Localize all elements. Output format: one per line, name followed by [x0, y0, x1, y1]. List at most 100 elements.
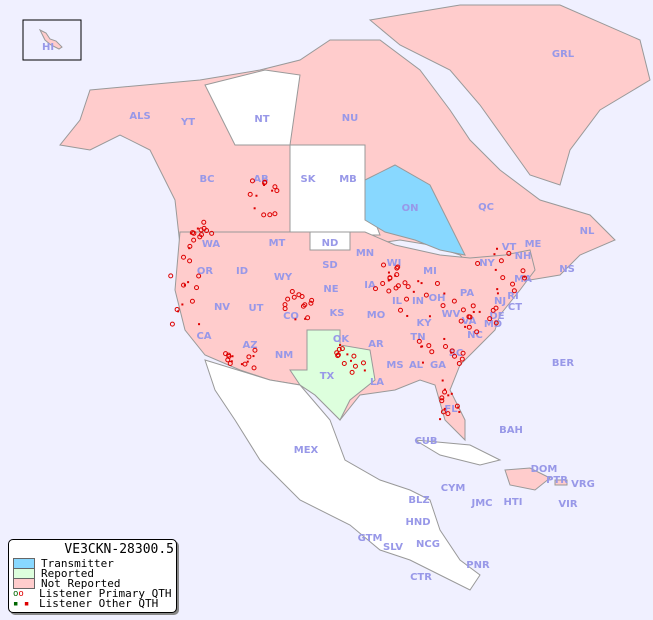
listener-primary-qth [181, 254, 187, 260]
region-label-ut: UT [249, 303, 264, 314]
region-label-sc: SC [449, 348, 464, 359]
region-label-grl: GRL [552, 49, 575, 60]
circle-marker-icon: oo [13, 588, 24, 599]
land-mexico-central-america [204, 359, 481, 591]
listener-primary-qth [169, 321, 175, 327]
listener-primary-qth [416, 338, 422, 344]
region-label-tx: TX [320, 371, 335, 382]
region-label-mb: MB [339, 174, 357, 185]
legend-other-qth: ▪ ▪ Listener Other QTH [13, 598, 158, 609]
listener-primary-qth [196, 273, 202, 279]
land-puerto-rico [554, 479, 568, 486]
region-label-ca: CA [196, 331, 211, 342]
listener-other-qth [363, 369, 366, 372]
region-label-vt: VT [502, 242, 517, 253]
legend-title: VE3CKN-28300.5 [64, 542, 174, 557]
listener-primary-qth [520, 268, 526, 274]
region-label-bah: BAH [499, 425, 523, 436]
listener-other-qth [198, 323, 201, 326]
listener-other-qth [231, 355, 234, 358]
listener-primary-qth [493, 320, 499, 326]
listener-other-qth [496, 292, 499, 295]
listener-other-qth [420, 282, 423, 285]
listener-primary-qth [247, 191, 253, 197]
listener-other-qth [523, 275, 526, 278]
listener-other-qth [458, 410, 461, 413]
listener-primary-qth [299, 293, 305, 299]
listener-primary-qth [380, 280, 386, 286]
region-label-sd: SD [322, 260, 338, 271]
legend-label: Listener Other QTH [39, 596, 159, 610]
listener-primary-qth [267, 212, 273, 218]
region-label-nl: NL [580, 226, 595, 237]
legend-label: Listener Primary QTH [39, 586, 172, 600]
listener-other-qth [496, 247, 499, 250]
region-label-oh: OH [429, 293, 446, 304]
listener-other-qth [417, 280, 420, 283]
region-label-ar: AR [368, 339, 384, 350]
region-label-mex: MEX [294, 445, 319, 456]
listener-primary-qth [506, 250, 512, 256]
listener-primary-qth [291, 294, 297, 300]
listener-primary-qth [439, 398, 445, 404]
listener-primary-qth [226, 354, 232, 360]
listener-primary-qth [227, 360, 233, 366]
listener-other-qth [246, 360, 249, 363]
region-label-cym: CYM [441, 483, 466, 494]
region-label-ga: GA [430, 360, 446, 371]
listener-primary-qth [305, 315, 311, 321]
listener-other-qth [496, 288, 499, 291]
listener-other-qth [304, 317, 307, 320]
listener-primary-qth [454, 403, 460, 409]
region-label-mi: MI [423, 266, 437, 277]
region-label-md: MD [484, 319, 502, 330]
listener-primary-qth [405, 284, 411, 290]
region-tx [289, 329, 376, 421]
region-label-mn: MN [356, 248, 374, 259]
listener-other-qth [253, 207, 256, 210]
land-hawaii [38, 28, 63, 50]
listener-primary-qth [351, 353, 357, 359]
listener-other-qth [177, 310, 180, 313]
region-label-ok: OK [333, 334, 351, 345]
listener-primary-qth [451, 298, 457, 304]
region-label-nc: NC [467, 330, 483, 341]
listener-primary-qth [500, 275, 506, 281]
listener-primary-qth [272, 211, 278, 217]
listener-primary-qth [466, 314, 472, 320]
listener-other-qth [421, 345, 424, 348]
region-label-hnd: HND [405, 517, 430, 528]
region-label-wa: WA [202, 239, 221, 250]
listener-primary-qth [466, 324, 472, 330]
listener-other-qth [196, 227, 199, 230]
listener-primary-qth [349, 369, 355, 375]
region-label-on: ON [402, 203, 419, 214]
region-label-mo: MO [367, 310, 385, 321]
listener-other-qth [339, 344, 342, 347]
listener-primary-qth [252, 347, 258, 353]
listener-primary-qth [493, 305, 499, 311]
region-label-als: ALS [129, 111, 150, 122]
listener-other-qth [263, 184, 266, 187]
region-label-jmc: JMC [470, 498, 492, 509]
region-label-in: IN [412, 296, 424, 307]
listener-primary-qth [308, 300, 314, 306]
listener-primary-qth [459, 356, 465, 362]
region-label-or: OR [197, 266, 214, 277]
region-label-tn: TN [410, 332, 425, 343]
region-label-ns: NS [559, 264, 575, 275]
listener-primary-qth [373, 286, 379, 292]
region-label-nv: NV [214, 302, 230, 313]
region-label-bc: BC [200, 174, 215, 185]
listener-primary-qth [190, 230, 196, 236]
region-label-nm: NM [275, 350, 293, 361]
listener-other-qth [472, 310, 475, 313]
land-hispaniola [504, 467, 551, 491]
region-label-slv: SLV [383, 542, 403, 553]
listener-primary-qth [470, 303, 476, 309]
listener-primary-qth [440, 303, 446, 309]
region-label-ri: RI [507, 291, 518, 302]
region-label-ct: CT [508, 302, 522, 313]
listener-primary-qth [261, 212, 267, 218]
